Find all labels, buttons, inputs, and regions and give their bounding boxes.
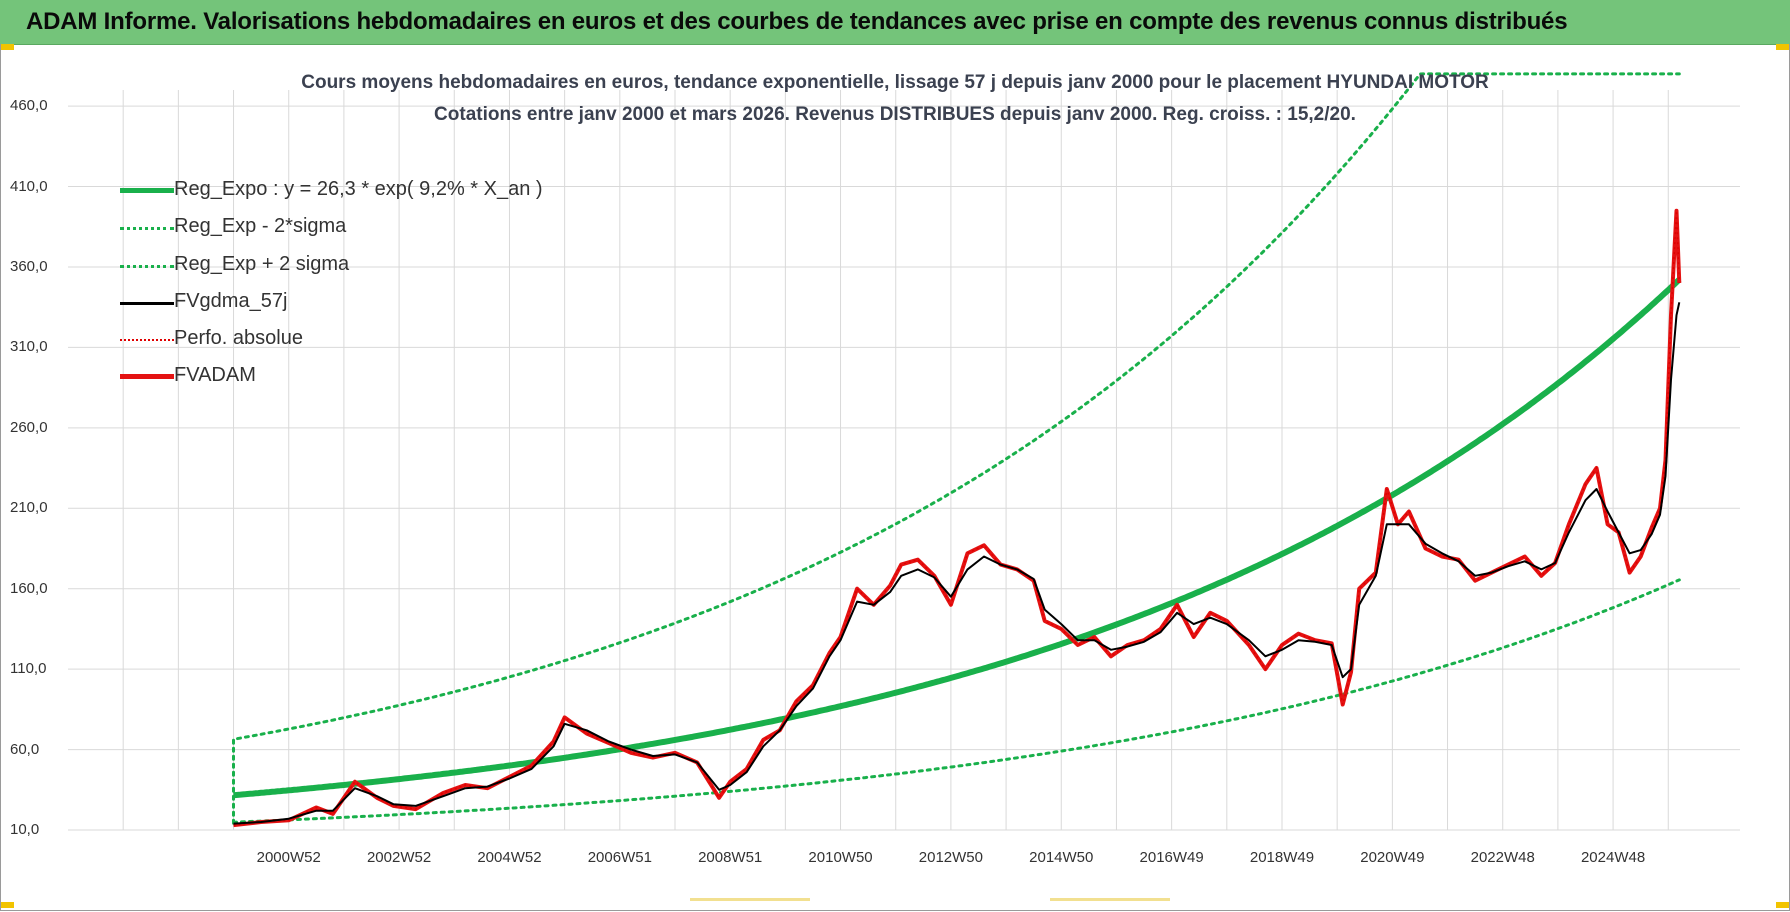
legend-swatch bbox=[120, 264, 174, 268]
x-tick-label: 2014W50 bbox=[1029, 849, 1094, 866]
corner-marker bbox=[1776, 902, 1790, 908]
x-tick-label: 2018W49 bbox=[1249, 849, 1315, 866]
legend-label: FVADAM bbox=[174, 364, 256, 387]
legend-label: Perfo. absolue bbox=[174, 327, 303, 350]
y-tick-label: 210,0 bbox=[10, 499, 48, 517]
x-tick-label: 2012W50 bbox=[918, 849, 983, 866]
series-fvadam bbox=[233, 208, 1682, 828]
y-tick-label: 160,0 bbox=[10, 579, 48, 597]
highlight-mark bbox=[690, 898, 810, 901]
y-tick-label: 10,0 bbox=[10, 821, 40, 838]
chart-title: Cours moyens hebdomadaires en euros, ten… bbox=[301, 72, 1489, 93]
corner-marker bbox=[1776, 44, 1790, 50]
x-tick-label: 2004W52 bbox=[477, 849, 542, 866]
x-tick-label: 2002W52 bbox=[366, 849, 432, 866]
x-tick-label: 2006W51 bbox=[587, 849, 652, 866]
y-tick-label: 260,0 bbox=[10, 418, 48, 436]
corner-marker bbox=[0, 902, 14, 908]
legend-swatch bbox=[120, 301, 174, 305]
x-tick-label: 2024W48 bbox=[1580, 849, 1646, 866]
x-tick-label: 2000W52 bbox=[256, 849, 321, 866]
legend-label: Reg_Expo : y = 26,3 * exp( 9,2% * X_an ) bbox=[174, 178, 543, 200]
series-reg-exp-minus-2sigma bbox=[232, 578, 1681, 824]
legend-label: FVgdma_57j bbox=[174, 289, 288, 312]
y-tick-label: 60,0 bbox=[10, 740, 40, 758]
x-tick-label: 2010W50 bbox=[808, 849, 873, 866]
y-tick-label: 310,0 bbox=[10, 338, 48, 356]
x-tick-label: 2016W49 bbox=[1139, 849, 1204, 866]
x-tick-label: 2022W48 bbox=[1470, 849, 1535, 866]
legend-label: Reg_Exp + 2 sigma bbox=[174, 252, 350, 275]
legend-swatch bbox=[120, 227, 174, 231]
legend-swatch bbox=[120, 188, 174, 193]
banner: ADAM Informe. Valorisations hebdomadaire… bbox=[0, 0, 1790, 45]
x-tick-label: 2008W51 bbox=[698, 849, 763, 866]
y-tick-label: 460,0 bbox=[10, 97, 48, 115]
x-tick-label: 2020W49 bbox=[1360, 849, 1425, 866]
series-reg-expo bbox=[233, 277, 1682, 799]
series-reg-exp-plus-2sigma bbox=[232, 72, 1681, 825]
legend-swatch bbox=[120, 339, 174, 342]
legend-swatch bbox=[120, 374, 174, 380]
banner-title: ADAM Informe. Valorisations hebdomadaire… bbox=[26, 8, 1568, 35]
legend-label: Reg_Exp - 2*sigma bbox=[174, 215, 347, 238]
corner-marker bbox=[0, 44, 14, 50]
highlight-mark bbox=[1050, 898, 1170, 901]
y-tick-label: 360,0 bbox=[10, 257, 48, 275]
series-perfo-absolue bbox=[233, 210, 1681, 826]
chart-subtitle: Cotations entre janv 2000 et mars 2026. … bbox=[434, 104, 1356, 125]
series-fvgdma-57j bbox=[233, 302, 1681, 825]
y-tick-label: 410,0 bbox=[10, 177, 48, 195]
y-tick-label: 110,0 bbox=[10, 660, 47, 678]
